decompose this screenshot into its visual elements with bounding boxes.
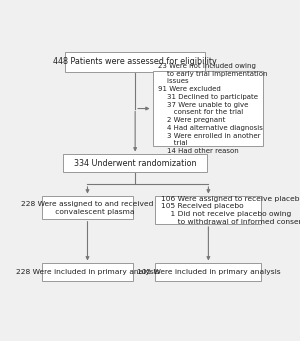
Text: 448 Patients were assessed for eligibility: 448 Patients were assessed for eligibili… (53, 57, 217, 66)
FancyBboxPatch shape (63, 154, 207, 172)
FancyBboxPatch shape (155, 264, 261, 281)
Text: 228 Were included in primary analysis: 228 Were included in primary analysis (16, 269, 159, 275)
Text: 105 Were included in primary analysis: 105 Were included in primary analysis (136, 269, 280, 275)
Text: 228 Were assigned to and received
      convalescent plasma: 228 Were assigned to and received conval… (21, 201, 154, 214)
FancyBboxPatch shape (155, 196, 261, 224)
Text: 334 Underwent randomization: 334 Underwent randomization (74, 159, 196, 167)
Text: 23 Were not included owing
    to early trial implementation
    issues
91 Were : 23 Were not included owing to early tria… (158, 63, 267, 154)
FancyBboxPatch shape (42, 264, 134, 281)
FancyBboxPatch shape (42, 196, 134, 219)
FancyBboxPatch shape (153, 71, 263, 146)
FancyBboxPatch shape (65, 52, 205, 72)
Text: 106 Were assigned to receive placebo
105 Received placebo
    1 Did not receive : 106 Were assigned to receive placebo 105… (160, 196, 300, 225)
